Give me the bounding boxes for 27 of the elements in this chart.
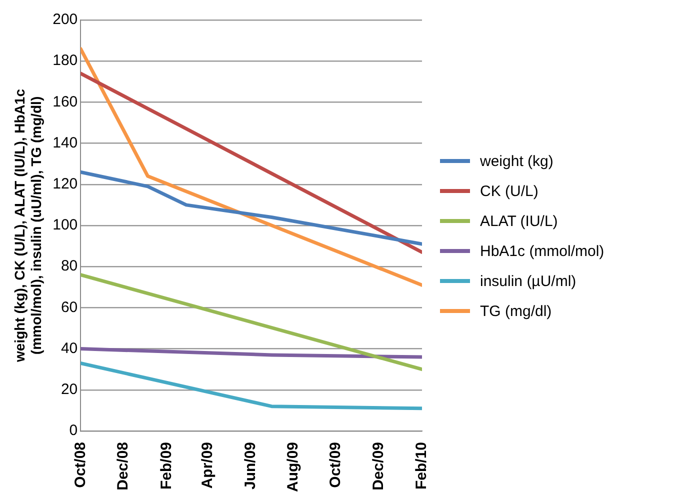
y-tick-label: 100 bbox=[52, 216, 78, 234]
x-tick-label: Dec/08 bbox=[114, 442, 132, 490]
x-tick-label: Aug/09 bbox=[284, 442, 302, 492]
legend-label: weight (kg) bbox=[480, 152, 554, 170]
y-tick-label: 120 bbox=[52, 176, 78, 193]
x-tick-label: Oct/08 bbox=[72, 442, 89, 488]
y-tick-label: 80 bbox=[60, 258, 78, 275]
y-tick-label: 0 bbox=[69, 422, 78, 440]
x-tick-label: Apr/09 bbox=[199, 442, 216, 489]
legend-label: ALAT (IU/L) bbox=[480, 212, 558, 230]
y-tick-label: 40 bbox=[60, 340, 78, 357]
x-tick-label: Feb/10 bbox=[413, 442, 430, 490]
y-tick-label: 160 bbox=[52, 93, 78, 110]
legend-label: CK (U/L) bbox=[480, 182, 538, 200]
y-tick-label: 60 bbox=[60, 298, 78, 316]
y-tick-label: 200 bbox=[52, 11, 78, 28]
legend-label: insulin (µU/ml) bbox=[480, 272, 576, 290]
x-tick-label: Feb/09 bbox=[158, 442, 175, 490]
y-tick-label: 20 bbox=[60, 381, 78, 398]
x-tick-label: Jun/09 bbox=[242, 442, 259, 490]
legend-label: HbA1c (mmol/mol) bbox=[480, 242, 604, 260]
x-tick-label: Oct/09 bbox=[327, 442, 344, 488]
y-tick-label: 140 bbox=[52, 134, 78, 152]
legend-label: TG (mg/dl) bbox=[480, 302, 552, 320]
y-axis-title: weight (kg), CK (U/L), ALAT (IU/L), HbA1c (mmol/mol), insulin (uU/ml), TG (mg/dl) bbox=[11, 88, 44, 363]
y-tick-label: 180 bbox=[52, 52, 78, 70]
x-tick-label: Dec/09 bbox=[370, 442, 387, 490]
